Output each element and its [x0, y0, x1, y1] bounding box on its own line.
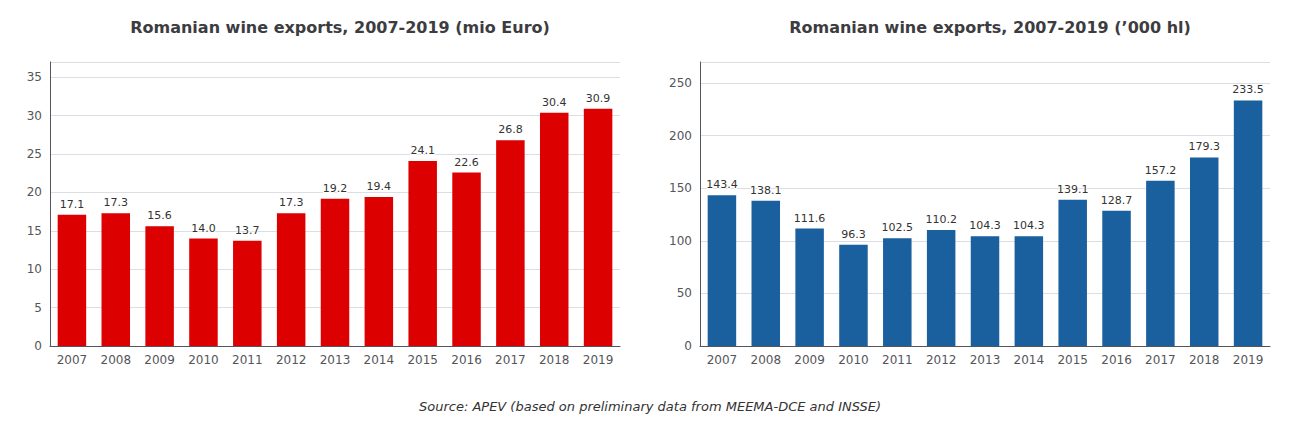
- svg-text:24.1: 24.1: [410, 144, 435, 157]
- svg-text:2013: 2013: [970, 353, 1001, 367]
- svg-text:2018: 2018: [539, 353, 570, 367]
- svg-text:2013: 2013: [320, 353, 351, 367]
- svg-text:104.3: 104.3: [969, 219, 1001, 232]
- svg-text:2016: 2016: [1101, 353, 1132, 367]
- svg-text:30: 30: [27, 109, 42, 123]
- svg-text:2018: 2018: [1189, 353, 1220, 367]
- svg-text:30.9: 30.9: [586, 92, 611, 105]
- svg-text:10: 10: [27, 262, 42, 276]
- svg-text:17.3: 17.3: [104, 196, 128, 209]
- svg-text:20: 20: [27, 185, 42, 199]
- svg-text:200: 200: [669, 129, 692, 143]
- svg-text:14.0: 14.0: [191, 222, 216, 235]
- svg-text:2011: 2011: [232, 353, 263, 367]
- svg-text:35: 35: [27, 70, 42, 84]
- svg-text:2017: 2017: [495, 353, 526, 367]
- svg-text:179.3: 179.3: [1188, 140, 1220, 153]
- svg-text:15: 15: [27, 224, 42, 238]
- svg-text:233.5: 233.5: [1232, 83, 1264, 96]
- svg-text:2007: 2007: [57, 353, 88, 367]
- svg-text:2008: 2008: [100, 353, 131, 367]
- svg-text:2015: 2015: [1057, 353, 1088, 367]
- svg-text:22.6: 22.6: [454, 156, 479, 169]
- svg-text:2012: 2012: [276, 353, 307, 367]
- svg-text:19.2: 19.2: [323, 182, 348, 195]
- svg-text:96.3: 96.3: [841, 228, 866, 241]
- svg-text:128.7: 128.7: [1101, 194, 1133, 207]
- svg-text:13.7: 13.7: [235, 224, 259, 237]
- svg-text:2009: 2009: [794, 353, 825, 367]
- svg-text:110.2: 110.2: [925, 213, 957, 226]
- svg-text:2019: 2019: [1233, 353, 1264, 367]
- svg-text:102.5: 102.5: [882, 221, 914, 234]
- svg-text:15.6: 15.6: [147, 209, 172, 222]
- svg-text:2010: 2010: [188, 353, 219, 367]
- svg-text:2008: 2008: [750, 353, 781, 367]
- svg-text:2012: 2012: [926, 353, 957, 367]
- svg-text:2011: 2011: [882, 353, 913, 367]
- svg-text:138.1: 138.1: [750, 184, 782, 197]
- svg-text:2007: 2007: [707, 353, 738, 367]
- svg-text:2019: 2019: [583, 353, 614, 367]
- svg-text:2014: 2014: [1014, 353, 1045, 367]
- svg-text:2016: 2016: [451, 353, 482, 367]
- svg-text:250: 250: [669, 76, 692, 90]
- svg-text:Romanian wine exports, 2007-20: Romanian wine exports, 2007-2019 (mio Eu…: [130, 18, 550, 37]
- svg-text:150: 150: [669, 181, 692, 195]
- svg-text:19.4: 19.4: [367, 180, 392, 193]
- svg-text:2017: 2017: [1145, 353, 1176, 367]
- svg-text:0: 0: [684, 339, 692, 353]
- svg-text:50: 50: [677, 286, 692, 300]
- svg-text:111.6: 111.6: [794, 212, 826, 225]
- svg-text:17.1: 17.1: [60, 198, 85, 211]
- svg-text:0: 0: [34, 339, 42, 353]
- svg-text:17.3: 17.3: [279, 196, 304, 209]
- svg-text:Romanian wine exports, 2007-20: Romanian wine exports, 2007-2019 (’000 h…: [789, 18, 1191, 37]
- svg-text:26.8: 26.8: [498, 123, 523, 136]
- svg-text:157.2: 157.2: [1145, 164, 1177, 177]
- svg-text:Source: APEV (based on prelimi: Source: APEV (based on preliminary data …: [419, 399, 881, 414]
- svg-text:2009: 2009: [144, 353, 175, 367]
- svg-text:5: 5: [34, 301, 42, 315]
- svg-text:30.4: 30.4: [542, 96, 567, 109]
- svg-text:2014: 2014: [364, 353, 395, 367]
- svg-text:143.4: 143.4: [706, 178, 738, 191]
- svg-text:25: 25: [27, 147, 42, 161]
- svg-text:139.1: 139.1: [1057, 183, 1089, 196]
- svg-text:2015: 2015: [407, 353, 438, 367]
- svg-text:104.3: 104.3: [1013, 219, 1045, 232]
- svg-text:2010: 2010: [838, 353, 869, 367]
- svg-text:100: 100: [669, 234, 692, 248]
